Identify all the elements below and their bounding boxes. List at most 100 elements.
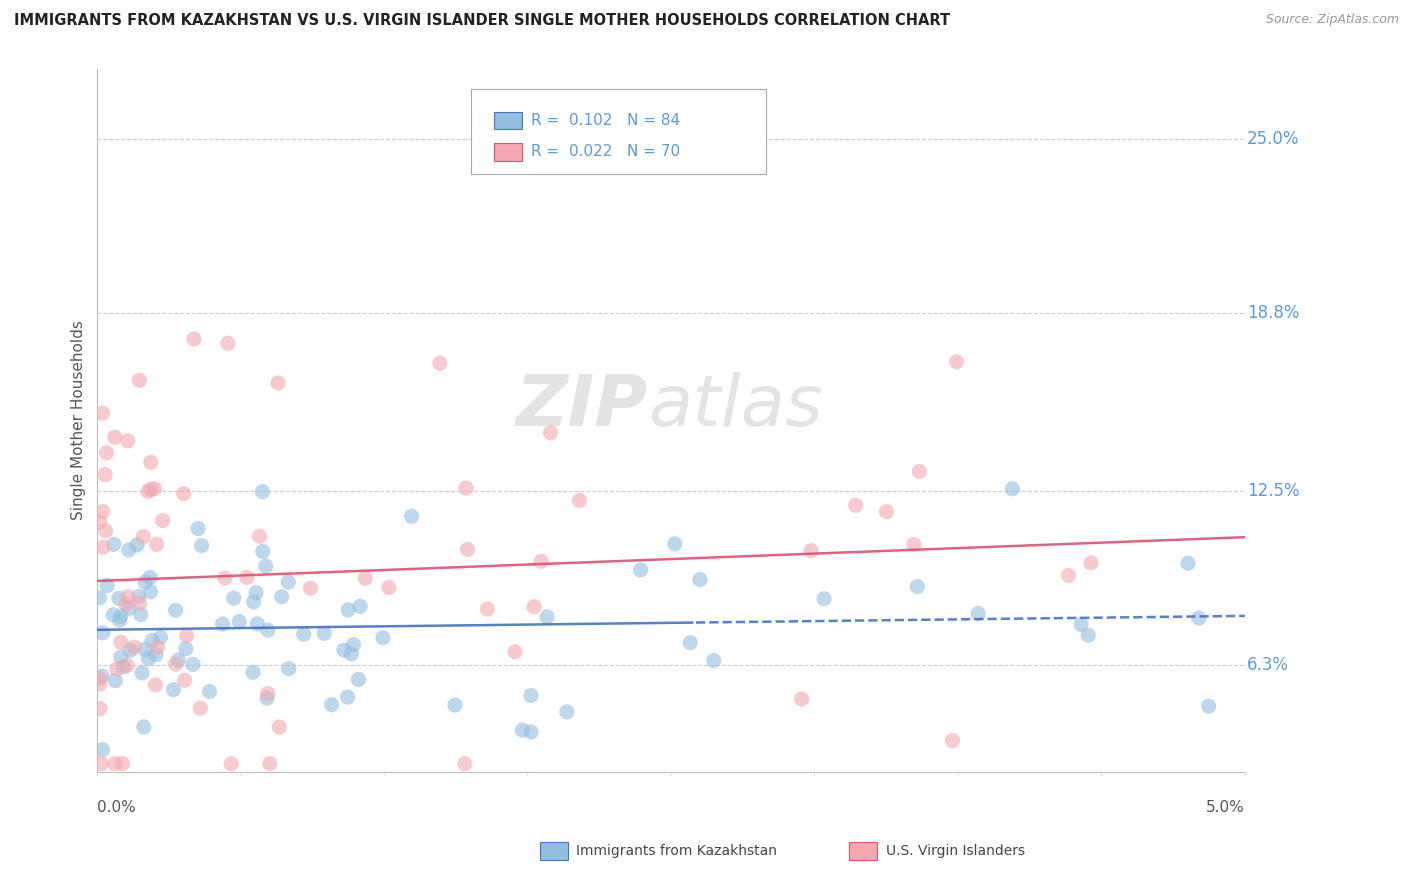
Point — [173, 673, 195, 688]
Point — [91, 541, 114, 555]
Text: R =  0.022   N = 70: R = 0.022 N = 70 — [531, 145, 681, 159]
Y-axis label: Single Mother Households: Single Mother Households — [72, 320, 86, 520]
Point — [349, 599, 371, 614]
Point — [117, 658, 139, 673]
Point — [1198, 699, 1220, 714]
Point — [1057, 568, 1080, 582]
Point — [259, 756, 281, 771]
Point — [256, 623, 278, 637]
Point — [568, 493, 591, 508]
Point — [190, 539, 212, 553]
Point — [136, 484, 159, 499]
Point — [967, 607, 990, 621]
Point — [217, 336, 239, 351]
Point — [117, 590, 139, 604]
Point — [112, 660, 135, 674]
Point — [89, 677, 111, 691]
Point — [342, 638, 364, 652]
Point — [145, 648, 167, 662]
Point — [536, 610, 558, 624]
Point — [267, 376, 290, 390]
Point — [129, 607, 152, 622]
Point — [689, 573, 711, 587]
Point — [104, 673, 127, 688]
Text: 12.5%: 12.5% — [1247, 482, 1299, 500]
Point — [299, 581, 322, 595]
Point — [256, 691, 278, 706]
Point — [630, 563, 652, 577]
Point — [454, 756, 477, 771]
Point — [173, 486, 195, 500]
Point — [252, 544, 274, 558]
Point — [214, 571, 236, 585]
Point — [371, 631, 394, 645]
Point — [103, 537, 125, 551]
Point — [336, 690, 359, 704]
Text: R =  0.102   N = 84: R = 0.102 N = 84 — [531, 113, 681, 128]
Point — [905, 580, 928, 594]
Point — [115, 598, 138, 612]
Point — [96, 446, 118, 460]
Point — [347, 673, 370, 687]
Point — [181, 657, 204, 672]
Point — [188, 701, 211, 715]
Point — [1188, 611, 1211, 625]
Point — [703, 654, 725, 668]
Point — [945, 355, 967, 369]
Point — [219, 756, 242, 771]
Point — [252, 484, 274, 499]
Point — [183, 332, 205, 346]
Point — [540, 425, 562, 440]
Point — [110, 609, 132, 624]
Point — [145, 678, 167, 692]
Point — [101, 607, 124, 622]
Point — [337, 603, 360, 617]
Point — [162, 682, 184, 697]
Point — [333, 643, 356, 657]
Point — [292, 627, 315, 641]
Point — [813, 591, 835, 606]
Point — [174, 641, 197, 656]
Point — [104, 756, 127, 771]
Point — [246, 616, 269, 631]
Point — [105, 662, 128, 676]
Point — [277, 575, 299, 590]
Point — [132, 720, 155, 734]
Point — [146, 640, 169, 655]
Point — [520, 689, 543, 703]
Point — [91, 505, 114, 519]
Point — [249, 529, 271, 543]
Point — [903, 537, 925, 551]
Point — [401, 509, 423, 524]
Point — [96, 578, 118, 592]
Point — [314, 626, 336, 640]
Point — [89, 671, 111, 685]
Point — [269, 720, 291, 734]
Point — [236, 570, 259, 584]
Point — [242, 665, 264, 680]
Point — [429, 356, 451, 370]
Point — [245, 585, 267, 599]
Text: Source: ZipAtlas.com: Source: ZipAtlas.com — [1265, 13, 1399, 27]
Point — [139, 584, 162, 599]
Point — [143, 482, 166, 496]
Point — [790, 692, 813, 706]
Point — [89, 516, 111, 530]
Point — [477, 602, 499, 616]
Point — [128, 373, 150, 387]
Text: 5.0%: 5.0% — [1206, 800, 1244, 815]
Point — [277, 662, 299, 676]
Text: 18.8%: 18.8% — [1247, 304, 1299, 322]
Point — [94, 467, 117, 482]
Point — [941, 733, 963, 747]
Text: ZIP: ZIP — [516, 372, 648, 441]
Text: 25.0%: 25.0% — [1247, 130, 1299, 148]
Point — [122, 640, 145, 654]
Point — [1070, 617, 1092, 632]
Point — [908, 464, 931, 478]
Point — [845, 499, 868, 513]
Point — [139, 570, 162, 584]
Point — [503, 645, 526, 659]
Point — [679, 635, 702, 649]
Point — [111, 756, 134, 771]
